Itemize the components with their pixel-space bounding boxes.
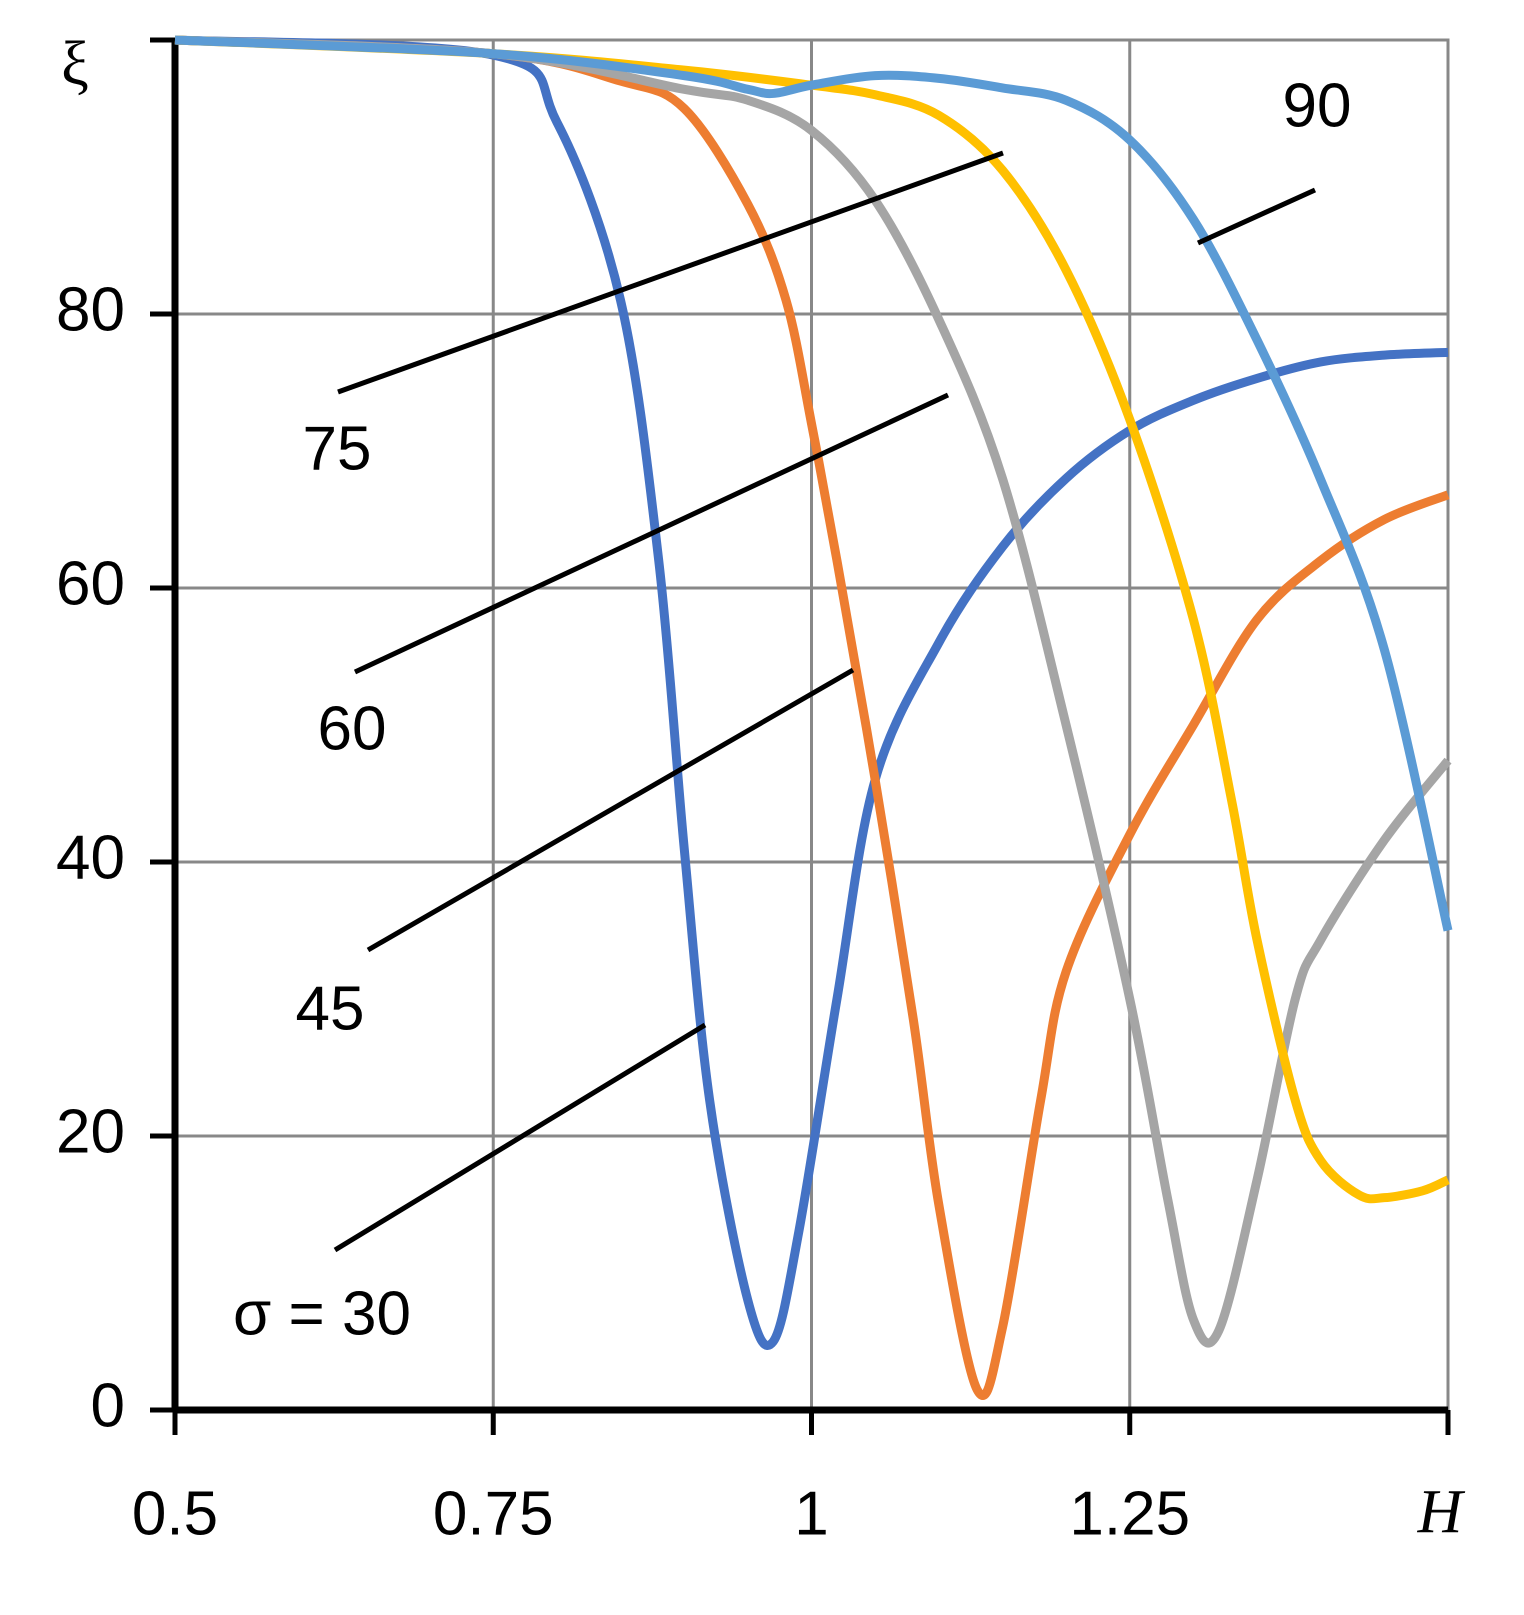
x-tick-label: 1	[794, 1479, 828, 1548]
line-series	[174, 35, 1453, 932]
leader-line	[353, 392, 950, 675]
series-label: 75	[303, 414, 372, 483]
series-label: 60	[318, 694, 387, 763]
leader-line	[337, 150, 1004, 395]
line-series	[174, 35, 1449, 1351]
y-tick-label: 60	[56, 549, 125, 618]
leader-line	[1196, 187, 1317, 246]
line-series	[174, 35, 1450, 1400]
y-tick-label: 40	[56, 823, 125, 892]
leader-line	[366, 667, 855, 953]
x-tick-label: 0.5	[132, 1479, 218, 1548]
y-tick-label: 80	[56, 275, 125, 344]
y-tick-label: 20	[56, 1097, 125, 1166]
x-axis-label: H	[1417, 1478, 1466, 1546]
leader-line	[333, 1022, 707, 1253]
x-tick-label: 1.25	[1069, 1479, 1190, 1548]
series-label: 90	[1283, 71, 1352, 140]
y-tick-label: 0	[91, 1371, 125, 1440]
line-series	[174, 35, 1450, 1204]
series-label: 45	[296, 974, 365, 1043]
y-axis-label: ξ	[61, 30, 89, 98]
x-tick-label: 0.75	[433, 1479, 554, 1548]
line-series	[174, 35, 1452, 1348]
series-label: σ = 30	[233, 1279, 411, 1348]
